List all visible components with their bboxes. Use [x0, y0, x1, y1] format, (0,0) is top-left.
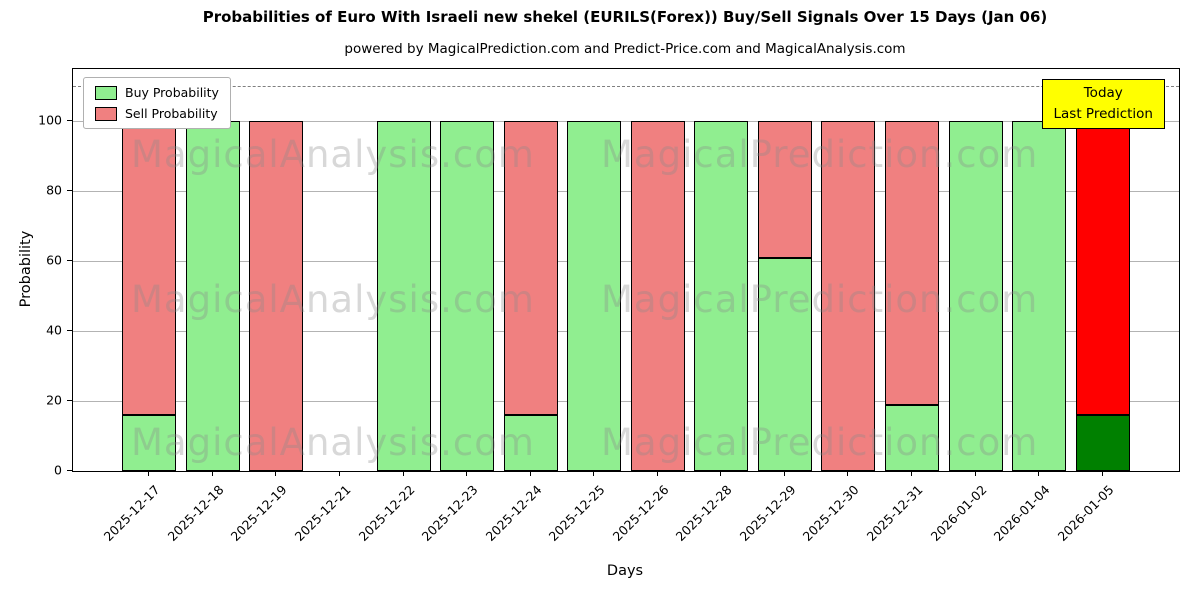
bar-2026-01-05-sell: [1075, 121, 1130, 416]
x-tick-label-2025-12-17: 2025-12-17: [80, 479, 163, 544]
x-tick-label-2025-12-25: 2025-12-25: [525, 479, 608, 544]
x-tick-label-text: 2026-01-05: [1054, 482, 1117, 544]
today-annotation-line1: Today: [1083, 85, 1123, 101]
dashed-threshold-line: [73, 86, 1179, 88]
buy-probability-swatch: [95, 85, 117, 100]
x-tickmark-2025-12-29: [783, 471, 785, 476]
legend-item-sell: Sell Probability: [95, 106, 219, 121]
x-tick-label-2025-12-26: 2025-12-26: [588, 479, 671, 544]
watermark-text: MagicalPrediction.com: [601, 133, 1039, 176]
x-tickmark-2025-12-26: [656, 471, 658, 476]
x-tickmark-2025-12-18: [211, 471, 213, 476]
y-tick-label-80: 80: [46, 182, 62, 198]
x-tickmark-2025-12-17: [148, 471, 150, 476]
gridline-40: [73, 331, 1179, 333]
x-axis-label: Days: [606, 563, 644, 579]
today-annotation: Today Last Prediction: [1041, 79, 1165, 129]
x-tickmark-2025-12-30: [847, 471, 849, 476]
x-tick-label-2025-12-18: 2025-12-18: [143, 479, 226, 544]
bar-2025-12-24-sell: [503, 121, 558, 416]
bar-2025-12-30-sell: [821, 121, 876, 471]
y-tick-label-20: 20: [46, 392, 62, 408]
bar-2025-12-31-buy: [885, 404, 940, 471]
x-tickmark-2026-01-02: [974, 471, 976, 476]
chart-title: Probabilities of Euro With Israeli new s…: [202, 8, 1048, 26]
plot-area: MagicalAnalysis.com MagicalPrediction.com…: [72, 68, 1180, 472]
x-tickmark-2025-12-19: [275, 471, 277, 476]
legend-label-buy: Buy Probability: [125, 85, 219, 100]
x-tick-label-2025-12-22: 2025-12-22: [334, 479, 417, 544]
y-tickmark-80: [67, 190, 72, 192]
y-axis-label: Probability: [18, 230, 34, 308]
y-tickmark-0: [67, 470, 72, 471]
x-tickmark-2026-01-04: [1038, 471, 1040, 476]
x-tick-label-2026-01-02: 2026-01-02: [906, 479, 989, 544]
watermark-text: MagicalAnalysis.com: [131, 421, 535, 464]
bar-2025-12-22-buy: [376, 121, 431, 471]
bar-2025-12-29-sell: [757, 121, 812, 258]
sell-probability-swatch: [95, 106, 117, 121]
watermark-text: MagicalAnalysis.com: [131, 133, 535, 176]
x-tickmark-2025-12-28: [720, 471, 722, 476]
x-tick-label-2026-01-05: 2026-01-05: [1033, 479, 1116, 544]
gridline-60: [73, 261, 1179, 263]
x-tick-label-2025-12-29: 2025-12-29: [715, 479, 799, 544]
x-tick-label-2025-12-24: 2025-12-24: [461, 479, 544, 544]
bar-2025-12-31-sell: [885, 121, 940, 405]
today-annotation-line2: Last Prediction: [1053, 105, 1153, 122]
x-tick-label-2025-12-28: 2025-12-28: [652, 479, 735, 544]
gridline-80: [73, 191, 1179, 193]
gridline-100: [73, 121, 1179, 123]
bar-2026-01-04-buy: [1012, 121, 1067, 471]
x-tick-label-2025-12-23: 2025-12-23: [397, 479, 481, 544]
bar-2026-01-02-buy: [948, 121, 1003, 471]
x-tickmark-2025-12-22: [402, 471, 404, 476]
bar-2025-12-29-buy: [757, 257, 812, 471]
y-tick-label-100: 100: [38, 112, 62, 128]
bar-2026-01-05-buy: [1075, 415, 1130, 471]
legend-label-sell: Sell Probability: [125, 106, 218, 121]
x-tickmark-2025-12-21: [338, 471, 340, 476]
y-tick-label-0: 0: [54, 462, 62, 478]
watermark-text: MagicalPrediction.com: [601, 421, 1039, 464]
bar-2025-12-17-buy: [122, 415, 177, 471]
x-tickmark-2025-12-25: [593, 471, 595, 476]
bar-2025-12-17-sell: [122, 121, 177, 416]
y-tick-label-60: 60: [46, 252, 62, 268]
x-tick-label-2026-01-04: 2026-01-04: [970, 479, 1053, 544]
y-tickmark-20: [67, 400, 72, 402]
bar-2025-12-23-buy: [440, 121, 495, 471]
bar-2025-12-25-buy: [567, 121, 622, 471]
x-tickmark-2026-01-05: [1101, 471, 1103, 476]
x-tick-label-2025-12-21: 2025-12-21: [270, 479, 354, 544]
bar-2025-12-28-buy: [694, 121, 749, 471]
y-tickmark-60: [67, 260, 72, 262]
watermark-text: MagicalPrediction.com: [601, 278, 1039, 321]
x-tick-label-2025-12-30: 2025-12-30: [779, 479, 862, 544]
x-tick-label-2025-12-19: 2025-12-19: [207, 479, 290, 544]
x-tickmark-2025-12-23: [466, 471, 468, 476]
chart-subtitle: powered by MagicalPrediction.com and Pre…: [344, 41, 906, 57]
x-tick-label-2025-12-31: 2025-12-31: [842, 479, 926, 544]
legend-item-buy: Buy Probability: [95, 85, 219, 100]
x-tickmark-2025-12-31: [911, 471, 913, 476]
bar-2025-12-26-sell: [630, 121, 685, 471]
bar-2025-12-19-sell: [249, 121, 304, 471]
x-tickmark-2025-12-24: [529, 471, 531, 476]
watermark-text: MagicalAnalysis.com: [131, 278, 535, 321]
gridline-20: [73, 401, 1179, 403]
y-tick-label-40: 40: [46, 322, 62, 338]
y-tickmark-100: [67, 120, 72, 122]
bar-2025-12-24-buy: [503, 415, 558, 471]
legend: Buy Probability Sell Probability: [83, 77, 231, 129]
y-tickmark-40: [67, 330, 72, 332]
